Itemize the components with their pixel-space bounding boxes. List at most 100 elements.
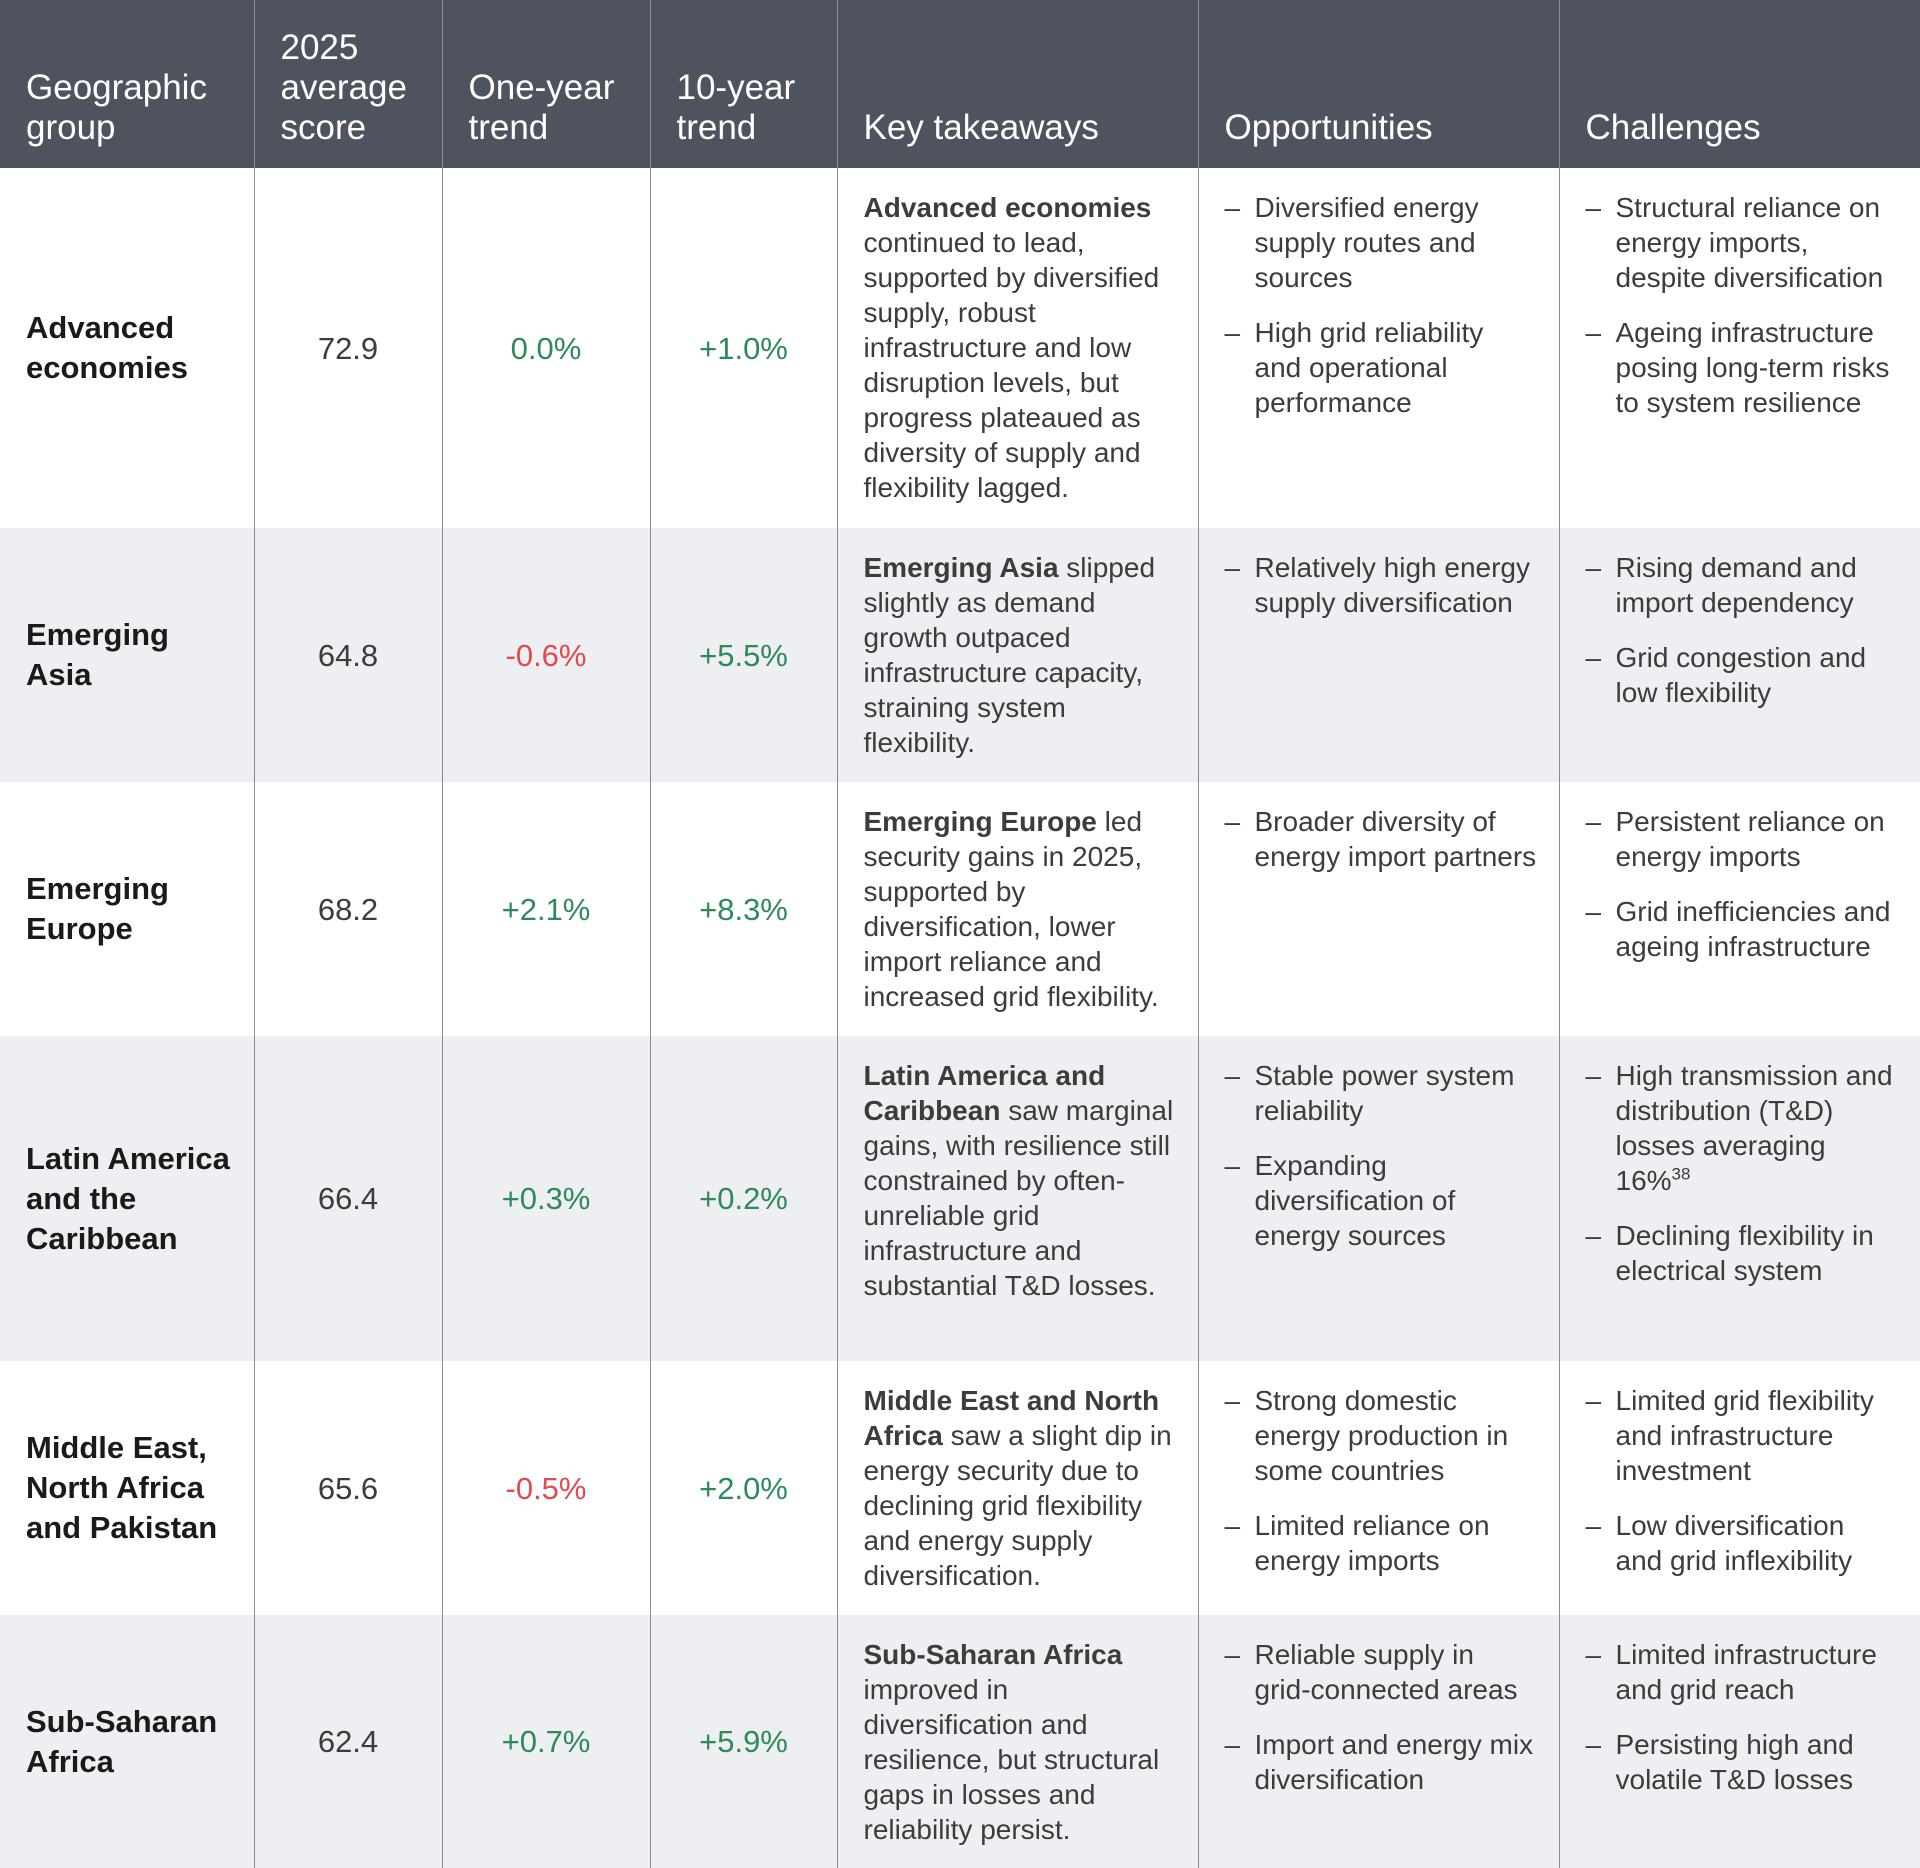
challenge-text: Structural reliance on energy imports, d… (1615, 192, 1884, 293)
opportunity-item: – Reliable supply in grid-connected areas (1225, 1637, 1537, 1707)
geographic-group: Middle East, North Africa and Pakistan (0, 1361, 255, 1615)
opportunity-text: Broader diversity of energy import partn… (1254, 806, 1537, 872)
key-takeaway: Sub-Saharan Africa improved in diversifi… (837, 1615, 1199, 1868)
dash-bullet: – (1224, 1510, 1241, 1541)
dash-bullet: – (1224, 1150, 1241, 1181)
challenges-cell: – Structural reliance on energy imports, … (1559, 168, 1920, 528)
challenge-item: – Limited infrastructure and grid reach (1586, 1637, 1899, 1707)
ten-year-trend: +5.9% (650, 1615, 838, 1868)
takeaway-text: slipped slightly as demand growth outpac… (863, 552, 1156, 758)
ten-year-trend: +8.3% (650, 782, 838, 1036)
opportunity-item: – Import and energy mix diversification (1225, 1727, 1537, 1797)
average-score: 66.4 (254, 1036, 443, 1361)
challenge-text: Rising demand and import dependency (1615, 552, 1857, 618)
takeaway-text: saw a slight dip in energy security due … (863, 1420, 1172, 1591)
header-one-year-trend: One-year trend (442, 0, 651, 168)
challenge-text: Persisting high and volatile T&D losses (1615, 1729, 1854, 1795)
average-score: 65.6 (254, 1361, 443, 1615)
challenge-text: Limited grid flexibility and infrastruct… (1615, 1385, 1874, 1486)
challenge-item: – Low diversification and grid inflexibil… (1586, 1508, 1899, 1578)
header-geographic-group: Geographic group (0, 0, 255, 168)
opportunity-text: Reliable supply in grid-connected areas (1254, 1639, 1518, 1705)
dash-bullet: – (1585, 192, 1602, 223)
average-score: 72.9 (254, 168, 443, 528)
ten-year-trend: +2.0% (650, 1361, 838, 1615)
challenge-item: – Persistent reliance on energy imports (1586, 804, 1899, 874)
takeaway-lead: Sub-Saharan Africa (863, 1639, 1123, 1670)
challenge-text: Limited infrastructure and grid reach (1615, 1639, 1877, 1705)
challenge-item: – High transmission and distribution (T&D… (1586, 1058, 1899, 1198)
takeaway-lead: Advanced economies (863, 192, 1152, 223)
challenge-item: – Declining flexibility in electrical sys… (1586, 1218, 1899, 1288)
average-score: 68.2 (254, 782, 443, 1036)
dash-bullet: – (1224, 1060, 1241, 1091)
geographic-group: Sub-Saharan Africa (0, 1615, 255, 1868)
challenges-cell: – High transmission and distribution (T&D… (1559, 1036, 1920, 1361)
key-takeaway: Advanced economies continued to lead, su… (837, 168, 1199, 528)
challenge-text: High transmission and distribution (T&D)… (1615, 1060, 1893, 1196)
average-score: 62.4 (254, 1615, 443, 1868)
opportunity-item: – Strong domestic energy production in so… (1225, 1383, 1537, 1488)
challenge-text: Low diversification and grid inflexibili… (1615, 1510, 1853, 1576)
opportunities-cell: – Reliable supply in grid-connected areas… (1198, 1615, 1560, 1868)
one-year-trend: +0.3% (442, 1036, 651, 1361)
dash-bullet: – (1585, 642, 1602, 673)
opportunity-item: – Diversified energy supply routes and so… (1225, 190, 1537, 295)
dash-bullet: – (1224, 1385, 1241, 1416)
one-year-trend: +0.7% (442, 1615, 651, 1868)
opportunities-cell: – Diversified energy supply routes and so… (1198, 168, 1560, 528)
table-row: Latin America and the Caribbean 66.4 +0.… (0, 1036, 1920, 1361)
dash-bullet: – (1585, 1060, 1602, 1091)
one-year-trend: -0.5% (442, 1361, 651, 1615)
key-takeaway: Latin America and Caribbean saw marginal… (837, 1036, 1199, 1361)
challenge-item: – Grid inefficiencies and ageing infrastr… (1586, 894, 1899, 964)
one-year-trend: +2.1% (442, 782, 651, 1036)
dash-bullet: – (1585, 1729, 1602, 1760)
challenges-cell: – Limited infrastructure and grid reach –… (1559, 1615, 1920, 1868)
challenge-item: – Rising demand and import dependency (1586, 550, 1899, 620)
takeaway-text: improved in diversification and resilien… (863, 1674, 1160, 1845)
opportunity-item: – Relatively high energy supply diversifi… (1225, 550, 1537, 620)
opportunity-text: Diversified energy supply routes and sou… (1254, 192, 1479, 293)
takeaway-lead: Latin America and Caribbean (863, 1060, 1106, 1126)
dash-bullet: – (1585, 896, 1602, 927)
dash-bullet: – (1585, 806, 1602, 837)
header-opportunities: Opportunities (1198, 0, 1560, 168)
challenge-text: Grid inefficiencies and ageing infrastru… (1615, 896, 1891, 962)
dash-bullet: – (1224, 552, 1241, 583)
opportunity-item: – Limited reliance on energy imports (1225, 1508, 1537, 1578)
ten-year-trend: +5.5% (650, 528, 838, 782)
dash-bullet: – (1224, 1639, 1241, 1670)
opportunities-cell: – Relatively high energy supply diversifi… (1198, 528, 1560, 782)
opportunities-cell: – Strong domestic energy production in so… (1198, 1361, 1560, 1615)
table-row: Advanced economies 72.9 0.0% +1.0% Advan… (0, 168, 1920, 528)
opportunity-text: Strong domestic energy production in som… (1254, 1385, 1509, 1486)
table-row: Middle East, North Africa and Pakistan 6… (0, 1361, 1920, 1615)
takeaway-lead: Middle East and North Africa (863, 1385, 1160, 1451)
geographic-group: Emerging Europe (0, 782, 255, 1036)
key-takeaway: Middle East and North Africa saw a sligh… (837, 1361, 1199, 1615)
opportunity-text: Expanding diversification of energy sour… (1254, 1150, 1456, 1251)
key-takeaway: Emerging Asia slipped slightly as demand… (837, 528, 1199, 782)
ten-year-trend: +1.0% (650, 168, 838, 528)
header-row: Geographic group 2025 average score One-… (0, 0, 1920, 168)
geographic-group: Emerging Asia (0, 528, 255, 782)
opportunities-cell: – Broader diversity of energy import part… (1198, 782, 1560, 1036)
geographic-group: Latin America and the Caribbean (0, 1036, 255, 1361)
one-year-trend: -0.6% (442, 528, 651, 782)
header-average-score: 2025 average score (254, 0, 443, 168)
dash-bullet: – (1585, 1220, 1602, 1251)
opportunity-text: Stable power system reliability (1254, 1060, 1515, 1126)
dash-bullet: – (1585, 317, 1602, 348)
footnote-marker: 38 (1671, 1164, 1691, 1184)
challenges-cell: – Persistent reliance on energy imports –… (1559, 782, 1920, 1036)
header-ten-year-trend: 10-year trend (650, 0, 838, 168)
challenges-cell: – Rising demand and import dependency – Gr… (1559, 528, 1920, 782)
average-score: 64.8 (254, 528, 443, 782)
dash-bullet: – (1585, 1510, 1602, 1541)
opportunity-text: Import and energy mix diversification (1254, 1729, 1534, 1795)
opportunities-cell: – Stable power system reliability – Expand… (1198, 1036, 1560, 1361)
key-takeaway: Emerging Europe led security gains in 20… (837, 782, 1199, 1036)
opportunity-text: Limited reliance on energy imports (1254, 1510, 1490, 1576)
